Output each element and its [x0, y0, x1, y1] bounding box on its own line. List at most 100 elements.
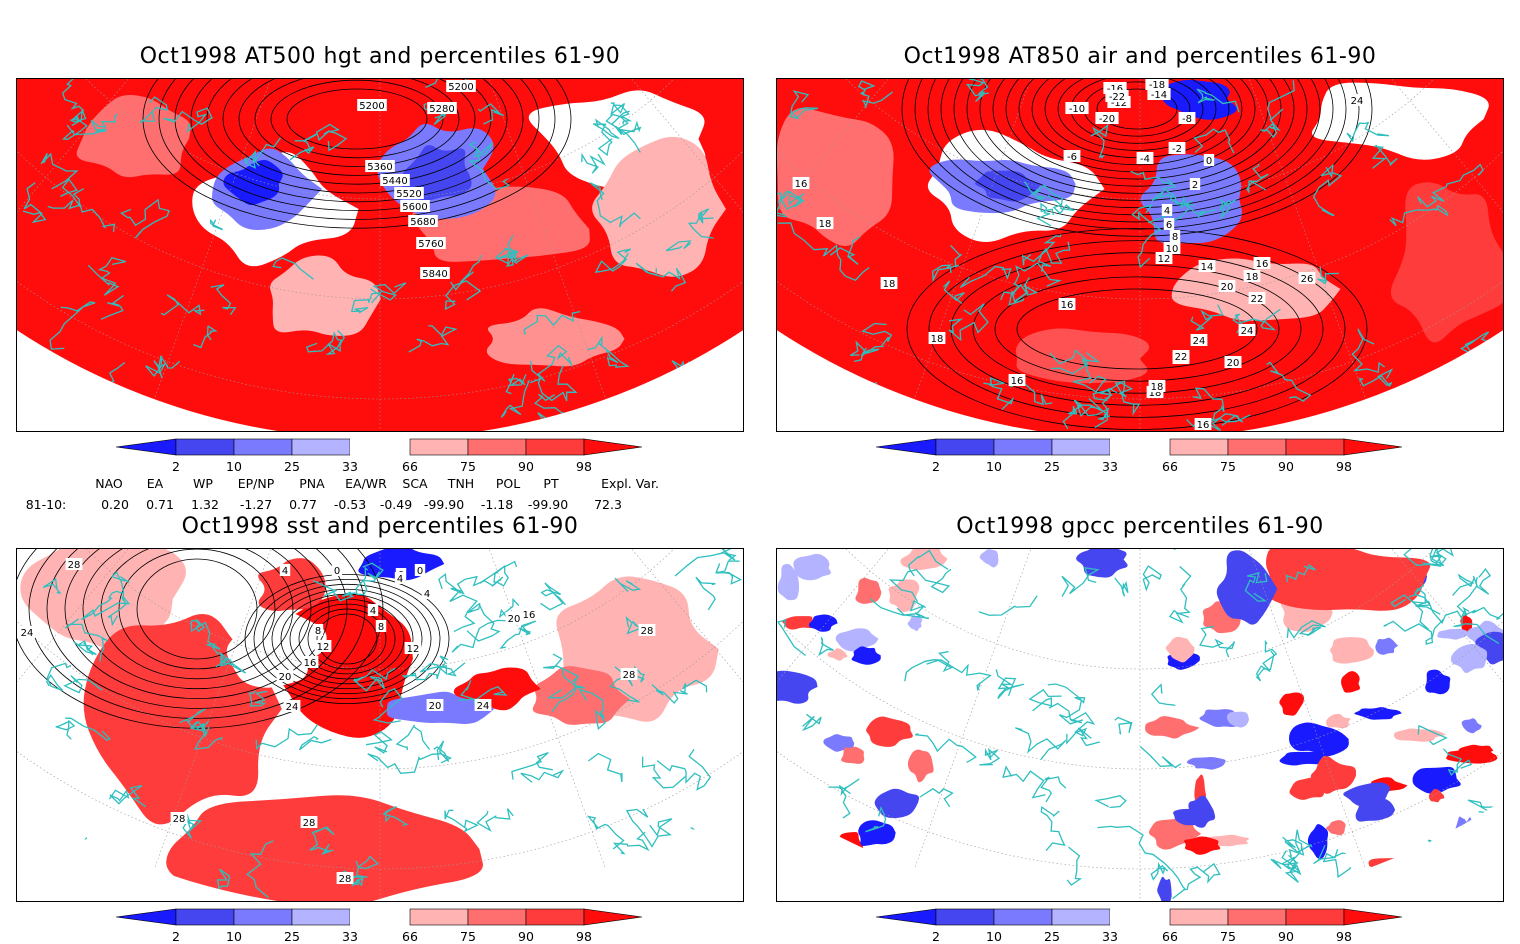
contour-label: 16 — [1011, 376, 1024, 387]
contour-label: 8 — [378, 622, 384, 633]
colorbar-swatch — [234, 439, 292, 455]
colorbar-swatch — [468, 439, 526, 455]
anomaly-region — [1458, 843, 1470, 873]
colorbar-arrow-left — [876, 439, 936, 455]
contour-label: 20 — [279, 672, 292, 683]
coastline — [1438, 839, 1479, 866]
colorbar-swatch — [936, 909, 994, 925]
colorbar-arrow-right — [584, 439, 642, 455]
map-gpcc-canvas — [777, 549, 1503, 901]
contour-label: 5440 — [382, 176, 407, 187]
coastline — [777, 386, 787, 431]
contour-label: 0 — [1206, 156, 1212, 167]
contour-label: 5200 — [359, 101, 384, 112]
colorbar-tick-label: 10 — [226, 459, 242, 474]
contour-label: 28 — [303, 818, 316, 829]
anomaly-region — [1368, 858, 1415, 869]
contour-label: 5760 — [418, 239, 443, 250]
coastline — [777, 822, 794, 851]
panel-title-hgt500: Oct1998 AT500 hgt and percentiles 61-90 — [140, 44, 621, 69]
colorbar-swatch — [994, 909, 1052, 925]
colorbar-tick-label: 2 — [932, 929, 940, 944]
colorbar-tick-label: 33 — [1102, 459, 1118, 474]
coastline — [1356, 402, 1381, 417]
contour-label: 5280 — [429, 104, 454, 115]
colorbar-tick-label: 98 — [576, 929, 592, 944]
colorbar-tick-label: 25 — [1044, 459, 1060, 474]
contour-label: 16 — [304, 658, 317, 669]
contour-label: 18 — [931, 334, 944, 345]
contour-label: 24 — [1351, 96, 1364, 107]
contour-label: 12 — [407, 644, 420, 655]
index-value: 0.20 — [101, 497, 129, 512]
colorbar-tick-label: 25 — [284, 929, 300, 944]
contour-label: 6 — [1166, 220, 1172, 231]
colorbar-tick-label: 25 — [1044, 929, 1060, 944]
index-header: TNH — [448, 476, 474, 491]
colorbar-tick-label: 90 — [1278, 929, 1294, 944]
contour-label: 28 — [173, 814, 186, 825]
contour-label: 8 — [315, 626, 321, 637]
coastline — [788, 847, 830, 869]
index-header: EP/NP — [238, 476, 275, 491]
colorbar-swatch — [292, 909, 350, 925]
colorbar-tick-label: 2 — [172, 929, 180, 944]
coastline — [822, 893, 845, 901]
contour-label: 20 — [429, 701, 442, 712]
colorbar-swatch — [936, 439, 994, 455]
index-header: POL — [496, 476, 520, 491]
map-sst: 2824400044488121620241620122024282828282… — [16, 548, 744, 902]
index-value: -1.18 — [481, 497, 513, 512]
index-value: 0.71 — [146, 497, 174, 512]
colorbar-arrow-left — [116, 439, 176, 455]
contour-label: -8 — [1182, 114, 1192, 125]
colorbar-swatch — [1110, 439, 1170, 455]
map-area: 2824400044488121620241620122024282828282… — [17, 549, 743, 901]
colorbar-swatch — [234, 909, 292, 925]
index-header: Expl. Var. — [601, 476, 659, 491]
colorbar-tick-label: 10 — [986, 929, 1002, 944]
panel-title-air850: Oct1998 AT850 air and percentiles 61-90 — [904, 44, 1377, 69]
contour-label: 4 — [370, 606, 376, 617]
contour-label: 22 — [1175, 352, 1188, 363]
colorbar-swatch — [1228, 439, 1286, 455]
index-header-row: NAO EA WP EP/NP PNA EA/WR SCA TNH POL PT… — [0, 476, 760, 492]
colorbar-swatch — [1286, 439, 1344, 455]
colorbar-tick-label: 75 — [460, 929, 476, 944]
contour-label: 28 — [339, 874, 352, 885]
contour-label: 5600 — [402, 202, 427, 213]
map-air850-canvas: -16-18-14-12-10-20-22-8-6-4-202468101214… — [777, 79, 1503, 431]
colorbar-swatch — [176, 909, 234, 925]
contour-label: 5840 — [422, 269, 447, 280]
colorbar-arrow-right — [1344, 909, 1402, 925]
colorbar-tick-label: 33 — [1102, 929, 1118, 944]
contour-label: -2 — [1172, 144, 1182, 155]
contour-label: 5200 — [448, 82, 473, 93]
anomaly-region — [1474, 856, 1503, 869]
contour-label: 28 — [623, 670, 636, 681]
contour-label: 16 — [1256, 259, 1269, 270]
index-header: EA — [147, 476, 163, 491]
colorbar-tick-label: 33 — [342, 929, 358, 944]
colorbar-tick-label: 25 — [284, 459, 300, 474]
contour-label: 4 — [1164, 206, 1170, 217]
index-header: PNA — [299, 476, 324, 491]
contour-label: 0 — [334, 566, 340, 577]
colorbar-swatch — [1170, 439, 1228, 455]
coastline — [691, 828, 734, 864]
contour-label: 18 — [819, 219, 832, 230]
colorbar-arrow-right — [1344, 439, 1402, 455]
colorbar-swatch — [1052, 909, 1110, 925]
contour-label: -6 — [1067, 152, 1077, 163]
index-value: -0.49 — [380, 497, 412, 512]
contour-label: 16 — [1061, 300, 1074, 311]
colorbar-tick-label: 90 — [1278, 459, 1294, 474]
colorbar-tick-label: 75 — [1220, 459, 1236, 474]
colorbar-swatch — [410, 909, 468, 925]
colorbar-tick-label: 66 — [402, 459, 418, 474]
contour-label: 20 — [1221, 282, 1234, 293]
colorbar-swatch — [410, 439, 468, 455]
